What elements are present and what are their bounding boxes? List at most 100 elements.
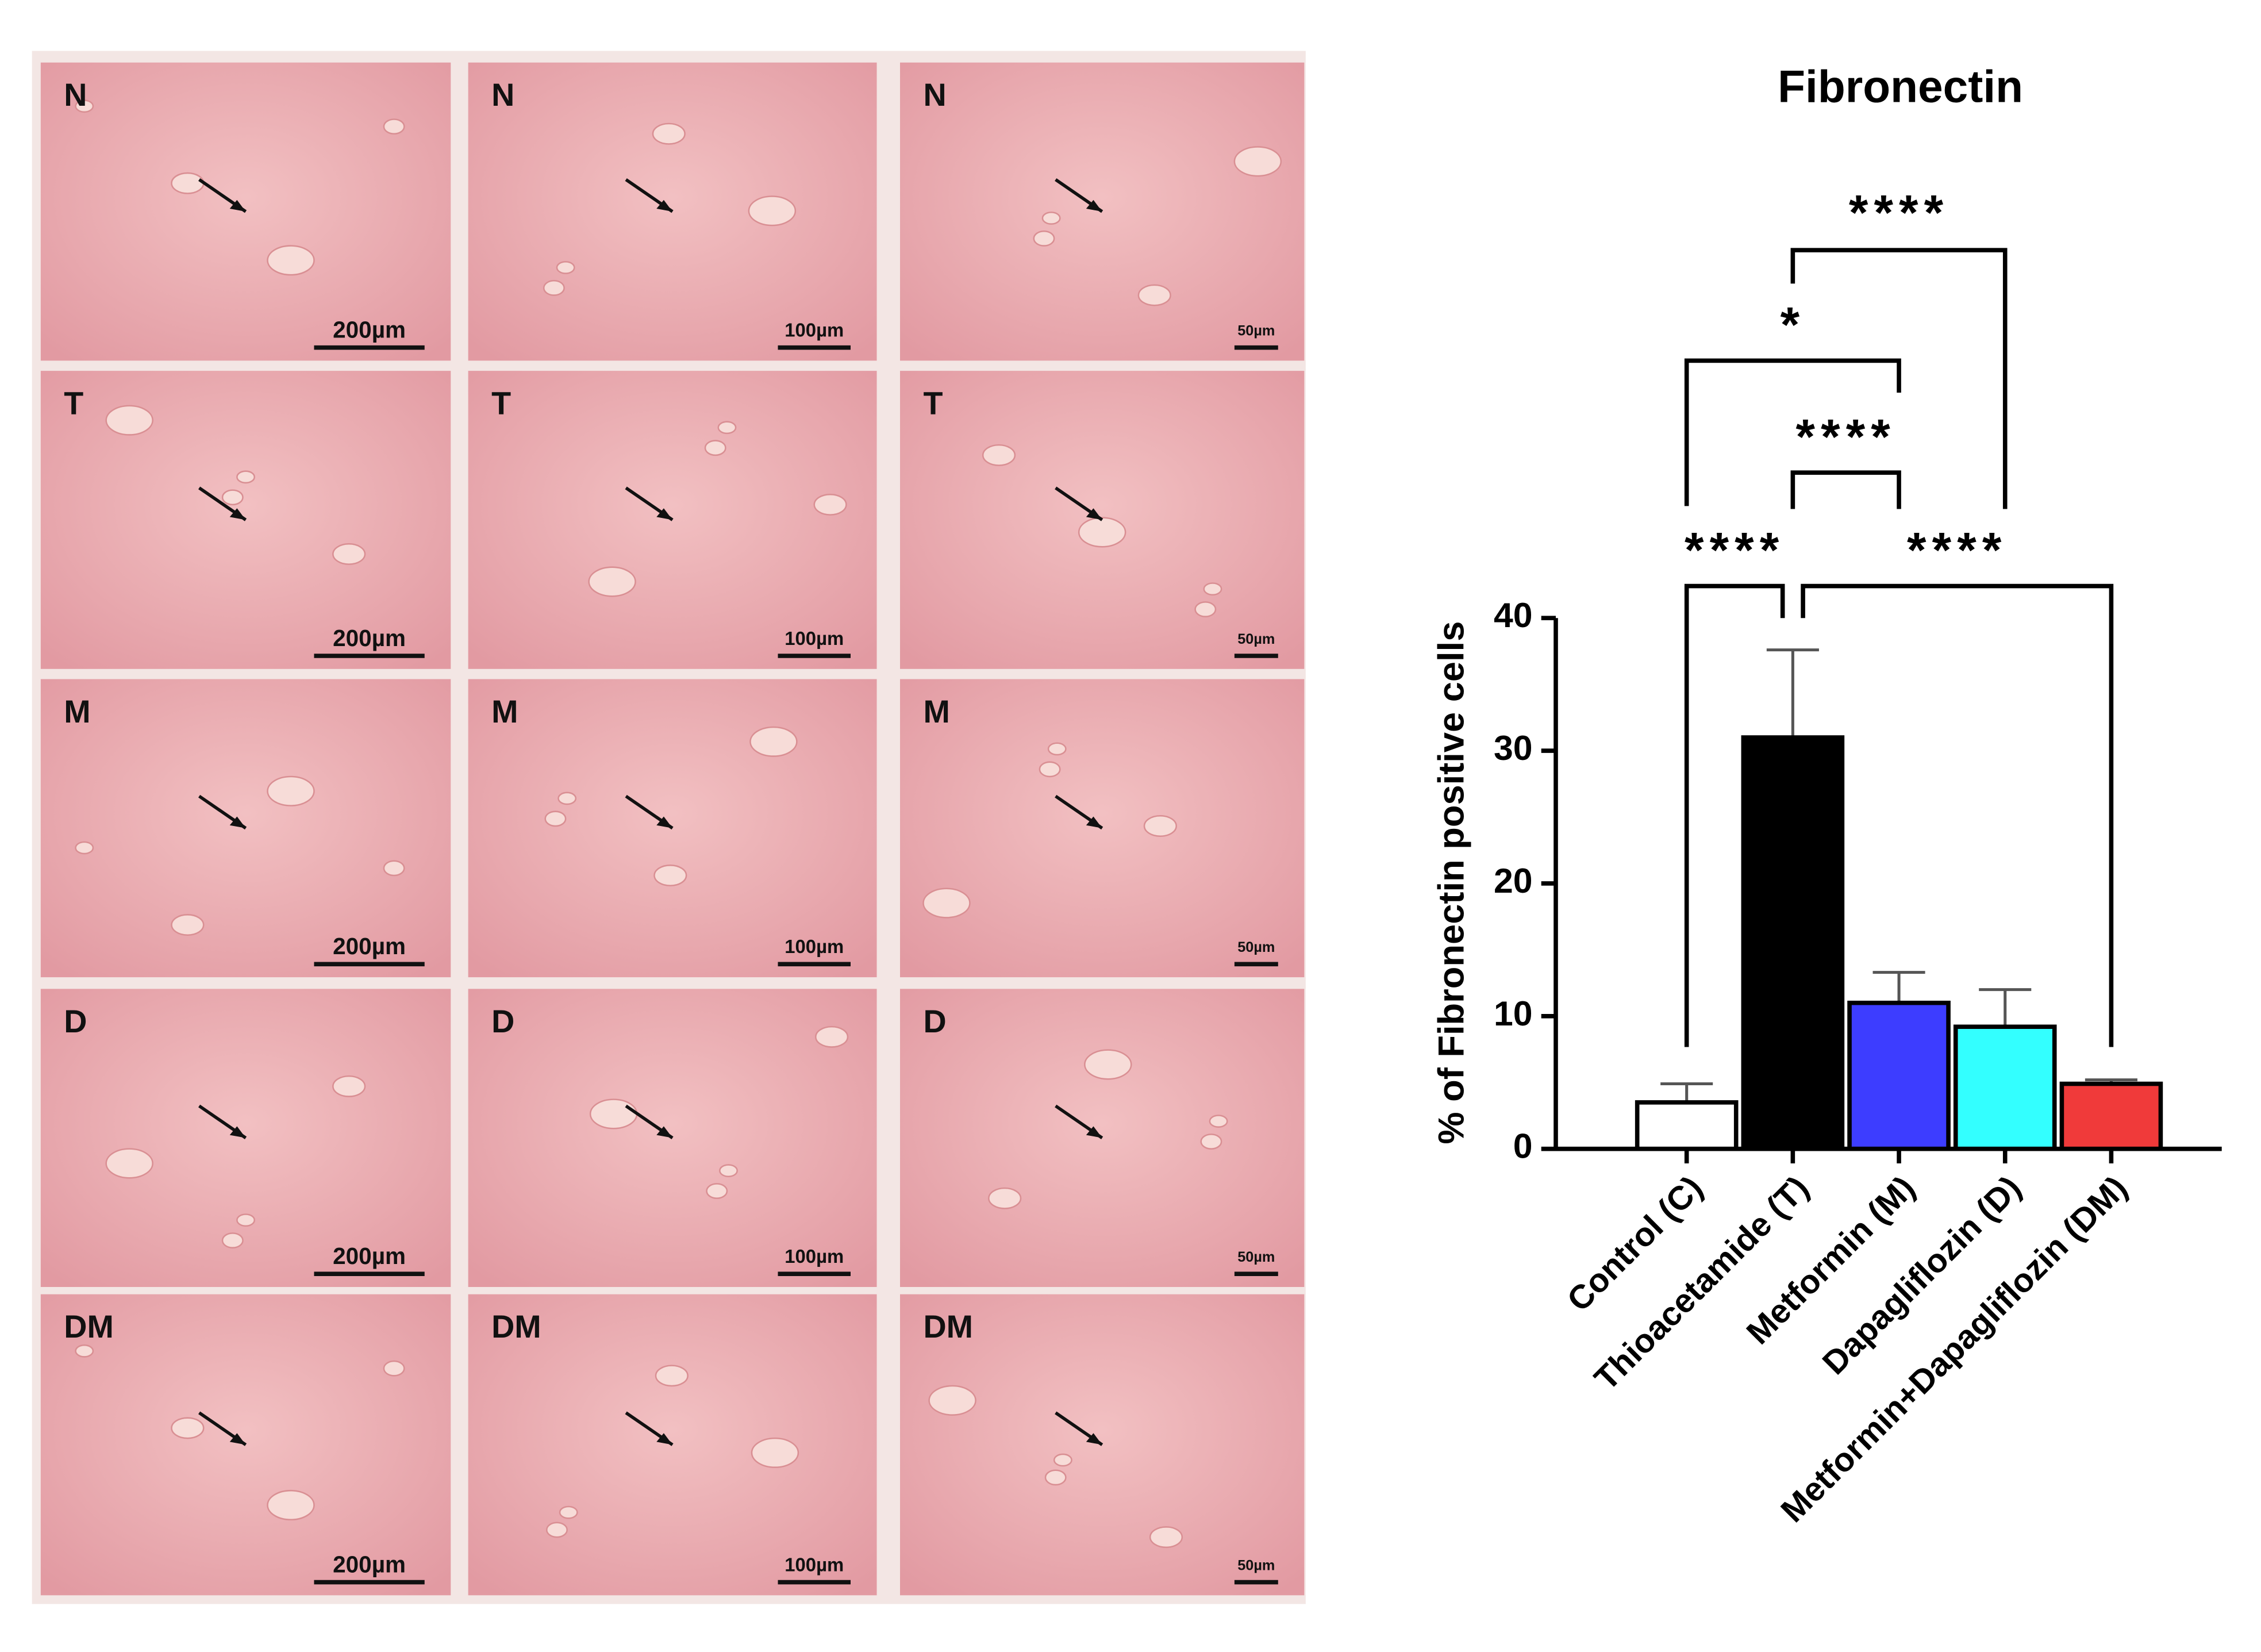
vessel (1044, 1469, 1067, 1486)
vessel (105, 1148, 153, 1179)
arrow-head (229, 1433, 246, 1445)
bar (1953, 1024, 2057, 1151)
arrow-head (656, 199, 673, 212)
row-label: M (64, 694, 90, 729)
scale-bar-label: 200µm (333, 1243, 406, 1269)
scale-bar-label: 50µm (1237, 939, 1275, 955)
vessel (545, 1522, 568, 1538)
scale-bar-label: 50µm (1237, 631, 1275, 647)
significance-bracket (1684, 583, 1785, 1047)
vessel (1053, 1453, 1072, 1467)
vessel (1149, 1526, 1183, 1549)
vessel (1047, 742, 1067, 756)
significance-label: **** (1796, 409, 1896, 464)
arrow-head (1086, 1126, 1102, 1138)
vessel (813, 493, 847, 516)
significance-bracket (1790, 248, 2008, 509)
scale-bar-label: 200µm (333, 317, 406, 343)
vessel (267, 245, 315, 276)
row-label: D (923, 1004, 946, 1039)
arrow-head (229, 508, 246, 520)
arrow-head (1086, 1433, 1102, 1445)
significance-label: * (1781, 297, 1806, 352)
vessel (748, 195, 797, 226)
bar (1635, 1100, 1739, 1151)
vessel (332, 543, 366, 565)
vessel (1041, 212, 1061, 225)
vessel (171, 1417, 205, 1439)
vessel (1033, 230, 1055, 247)
vessel (171, 914, 205, 936)
arrow-head (656, 1433, 673, 1445)
vessel (332, 1075, 366, 1097)
scale-bar-label: 100µm (785, 1246, 844, 1267)
scale-bar-label: 50µm (1237, 323, 1275, 339)
bar (1741, 735, 1845, 1151)
row-label: D (491, 1004, 514, 1039)
vessel (655, 1365, 689, 1387)
vessel (749, 726, 798, 757)
vessel (1203, 582, 1222, 596)
arrow-head (229, 199, 246, 212)
vessel (719, 1164, 738, 1177)
row-label: N (64, 77, 87, 113)
x-tick-label: Dapagliflozin (D) (1816, 1169, 2028, 1381)
scale-bar-label: 50µm (1237, 1249, 1275, 1265)
vessel (1200, 1134, 1222, 1150)
micrograph (468, 62, 877, 361)
row-label: DM (64, 1309, 114, 1344)
vessel (543, 280, 565, 296)
vessel (383, 1360, 405, 1377)
row-label: DM (491, 1309, 541, 1344)
vessel (556, 261, 575, 274)
vessel (588, 566, 636, 597)
significance-label: **** (1685, 523, 1785, 578)
vessel (1233, 146, 1282, 177)
vessel (105, 405, 153, 436)
micrograph (468, 371, 877, 669)
vessel (383, 860, 405, 877)
row-label: N (923, 77, 946, 113)
vessel (75, 99, 94, 113)
vessel (1209, 1115, 1228, 1128)
vessel (1039, 761, 1061, 778)
scale-bar-label: 100µm (785, 320, 844, 341)
significance-bracket (1684, 358, 1901, 506)
row-label: T (64, 386, 83, 421)
y-tick-label: 0 (1513, 1127, 1533, 1166)
vessel (922, 888, 971, 919)
scale-bar-label: 200µm (333, 933, 406, 959)
arrow-head (656, 508, 673, 520)
scale-bar-label: 100µm (785, 936, 844, 957)
vessel (75, 1344, 94, 1358)
vessel (653, 865, 687, 886)
micrograph (468, 679, 877, 978)
y-tick-label: 20 (1494, 861, 1533, 900)
vessel (75, 841, 94, 855)
vessel (236, 1213, 255, 1227)
vessel (544, 810, 567, 827)
y-axis-label: % of Fibronectin positive cells (1432, 621, 1472, 1144)
row-label: T (923, 386, 943, 421)
arrow-head (1086, 508, 1102, 520)
row-label: N (491, 77, 514, 113)
y-tick-label: 40 (1494, 596, 1533, 635)
vessel (221, 489, 244, 506)
micrograph-grid: N 200µm N 100µm N 50µm T 200µm T 100µm T 50µm M 200µm… (40, 62, 1305, 1596)
vessel (267, 1489, 315, 1521)
scale-bar-label: 200µm (333, 1551, 406, 1577)
vessel (171, 172, 205, 194)
arrow-head (656, 816, 673, 828)
vessel (236, 470, 255, 484)
vessel (589, 1098, 638, 1129)
significance-label: **** (1907, 523, 2007, 578)
row-label: D (64, 1004, 87, 1039)
significance-bracket (1790, 470, 1901, 509)
arrow-head (1086, 199, 1102, 212)
scale-bar-label: 50µm (1237, 1557, 1275, 1573)
bar-chart: Fibronectin % of Fibronectin positive ce… (1432, 62, 2222, 1530)
arrow-head (229, 816, 246, 828)
vessel (557, 792, 577, 805)
scale-bar-label: 100µm (785, 628, 844, 649)
vessel (1143, 815, 1177, 837)
